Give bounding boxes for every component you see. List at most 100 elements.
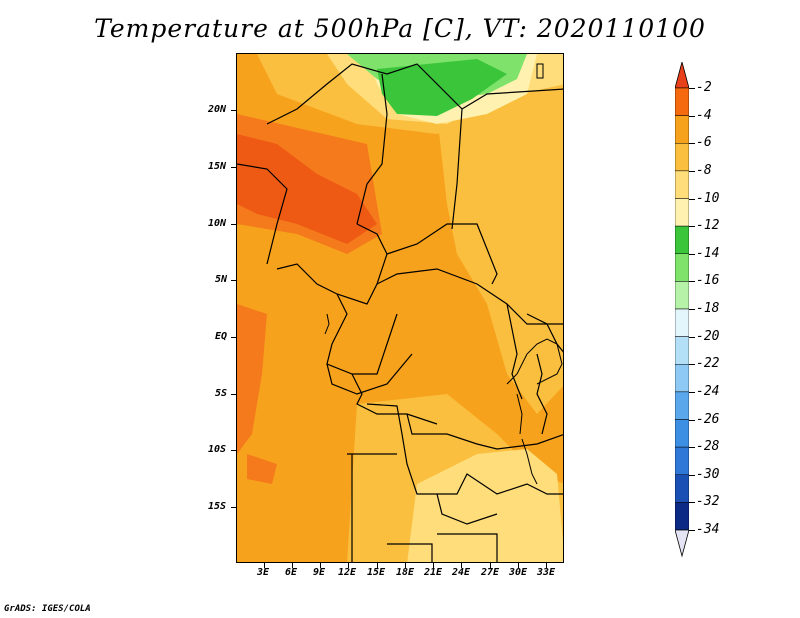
y-axis-label-10n: 10N xyxy=(208,218,227,229)
colorbar-segment xyxy=(674,253,690,282)
colorbar-segment xyxy=(674,336,690,365)
colorbar-tick xyxy=(689,253,695,255)
map-title: Temperature at 500hPa [C], VT: 202011010… xyxy=(94,14,706,43)
colorbar-tick xyxy=(689,115,695,117)
grads-credit: GrADS: IGES/COLA xyxy=(4,604,91,614)
colorbar-label: -18 xyxy=(696,301,720,316)
y-axis-label-20n: 20N xyxy=(208,104,227,115)
y-tick xyxy=(231,280,236,281)
map-detail-outline xyxy=(536,63,544,79)
colorbar-tick xyxy=(689,447,695,449)
y-axis-label-15n: 15N xyxy=(208,161,227,172)
x-axis-label-24e: 24E xyxy=(452,567,471,578)
colorbar xyxy=(674,60,690,562)
colorbar-label: -12 xyxy=(696,218,720,234)
colorbar-label: -14 xyxy=(696,245,720,261)
y-tick xyxy=(231,507,236,508)
x-axis-label-33e: 33E xyxy=(537,567,556,578)
x-axis-label-21e: 21E xyxy=(424,567,443,578)
colorbar-label: -30 xyxy=(696,466,720,482)
y-tick xyxy=(231,394,236,395)
colorbar-tick xyxy=(689,364,695,366)
colorbar-label: -34 xyxy=(696,522,720,537)
colorbar-label: -22 xyxy=(696,356,720,372)
x-tick xyxy=(518,563,519,568)
lake-outlines xyxy=(324,313,563,485)
y-axis-label-eq: EQ xyxy=(215,331,228,342)
colorbar-canvas xyxy=(674,60,690,558)
colorbar-label: -20 xyxy=(696,328,720,344)
colorbar-segment xyxy=(674,281,690,310)
colorbar-tick xyxy=(689,198,695,200)
x-tick xyxy=(292,563,293,568)
y-axis-label-15s: 15S xyxy=(208,501,227,512)
colorbar-segment xyxy=(674,308,690,337)
colorbar-tick xyxy=(689,502,695,504)
x-axis-label-30e: 30E xyxy=(509,567,528,578)
y-tick xyxy=(231,167,236,168)
x-tick xyxy=(264,563,265,568)
y-axis-label-10s: 10S xyxy=(208,444,227,455)
colorbar-label: -8 xyxy=(696,162,712,178)
colorbar-label: -2 xyxy=(696,80,712,95)
x-axis-label-6e: 6E xyxy=(285,567,298,578)
colorbar-segment xyxy=(674,391,690,420)
colorbar-segment xyxy=(674,115,690,144)
colorbar-segment xyxy=(674,502,690,531)
colorbar-tick xyxy=(689,391,695,393)
colorbar-tick xyxy=(689,226,695,228)
colorbar-label: -10 xyxy=(696,190,720,206)
colorbar-label: -6 xyxy=(696,135,712,151)
colorbar-label: -26 xyxy=(696,411,720,427)
country-borders xyxy=(237,63,563,562)
y-tick xyxy=(231,450,236,451)
colorbar-segment xyxy=(674,446,690,475)
temperature-map xyxy=(236,53,564,563)
x-tick xyxy=(546,563,547,568)
y-axis-label-5n: 5N xyxy=(215,274,228,285)
colorbar-segments xyxy=(674,87,690,531)
colorbar-segment xyxy=(674,225,690,254)
colorbar-segment xyxy=(674,419,690,448)
colorbar-top-cap xyxy=(674,60,690,89)
colorbar-tick xyxy=(689,530,695,531)
x-axis-label-12e: 12E xyxy=(338,567,357,578)
colorbar-label: -32 xyxy=(696,494,720,510)
colorbar-label: -28 xyxy=(696,439,720,455)
colorbar-segment xyxy=(674,474,690,503)
colorbar-segment xyxy=(674,87,690,116)
colorbar-segment xyxy=(674,364,690,393)
x-axis-label-15e: 15E xyxy=(367,567,386,578)
map-warm-region-coast xyxy=(237,304,267,454)
x-axis-label-9e: 9E xyxy=(313,567,326,578)
y-tick xyxy=(231,337,236,338)
map-hot-region-north xyxy=(237,134,377,244)
map-mild-region-east xyxy=(437,94,563,414)
colorbar-tick xyxy=(689,419,695,421)
colorbar-bottom-cap xyxy=(674,529,690,558)
x-tick xyxy=(377,563,378,568)
x-tick xyxy=(405,563,406,568)
y-axis-label-5s: 5S xyxy=(215,388,228,399)
x-tick xyxy=(490,563,491,568)
colorbar-segment xyxy=(674,143,690,172)
x-tick xyxy=(348,563,349,568)
x-tick xyxy=(461,563,462,568)
colorbar-tick xyxy=(689,88,695,89)
colorbar-tick xyxy=(689,170,695,172)
x-tick xyxy=(320,563,321,568)
y-tick xyxy=(231,110,236,111)
colorbar-tick xyxy=(689,336,695,338)
map-warm-region-southwest xyxy=(247,454,277,484)
colorbar-label: -24 xyxy=(696,383,720,399)
colorbar-segment xyxy=(674,198,690,227)
colorbar-label: -4 xyxy=(696,107,712,123)
x-axis-label-27e: 27E xyxy=(481,567,500,578)
colorbar-tick xyxy=(689,474,695,476)
colorbar-tick xyxy=(689,309,695,310)
map-canvas xyxy=(237,54,563,562)
x-axis-label-18e: 18E xyxy=(396,567,415,578)
map-green-region xyxy=(377,59,507,116)
x-axis-label-3e: 3E xyxy=(257,567,270,578)
colorbar-label: -16 xyxy=(696,273,720,289)
